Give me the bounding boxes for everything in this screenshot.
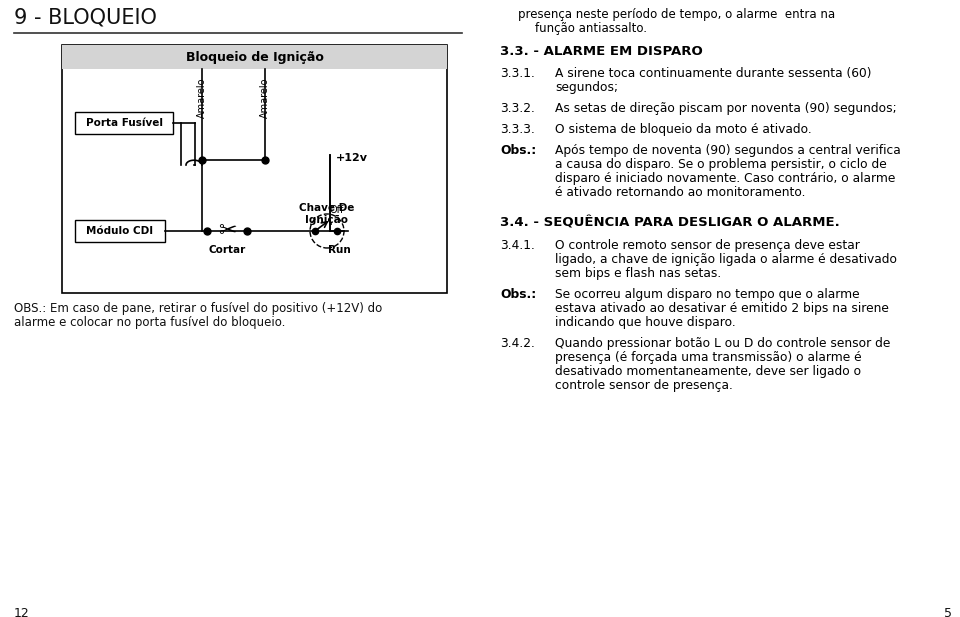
Text: presença (é forçada uma transmissão) o alarme é: presença (é forçada uma transmissão) o a… <box>555 351 862 364</box>
Text: função antiassalto.: função antiassalto. <box>535 22 647 35</box>
Text: Off: Off <box>330 205 345 215</box>
Bar <box>75 220 165 242</box>
Text: A sirene toca continuamente durante sessenta (60): A sirene toca continuamente durante sess… <box>555 67 872 80</box>
Text: Quando pressionar botão L ou D do controle sensor de: Quando pressionar botão L ou D do contro… <box>555 337 890 350</box>
Text: O controle remoto sensor de presença deve estar: O controle remoto sensor de presença dev… <box>555 239 860 252</box>
Text: disparo é iniciado novamente. Caso contrário, o alarme: disparo é iniciado novamente. Caso contr… <box>555 172 896 185</box>
Text: sem bips e flash nas setas.: sem bips e flash nas setas. <box>555 267 721 280</box>
Text: presença neste período de tempo, o alarme  entra na: presença neste período de tempo, o alarm… <box>518 8 835 21</box>
Text: Run: Run <box>327 245 350 255</box>
Text: 3.4.1.: 3.4.1. <box>500 239 535 252</box>
Text: Após tempo de noventa (90) segundos a central verifica: Após tempo de noventa (90) segundos a ce… <box>555 144 900 157</box>
Text: 5: 5 <box>944 607 952 617</box>
Text: Se ocorreu algum disparo no tempo que o alarme: Se ocorreu algum disparo no tempo que o … <box>555 288 859 301</box>
Bar <box>62 45 447 293</box>
Text: Módulo CDI: Módulo CDI <box>86 226 154 236</box>
Text: O sistema de bloqueio da moto é ativado.: O sistema de bloqueio da moto é ativado. <box>555 123 812 136</box>
Text: estava ativado ao desativar é emitido 2 bips na sirene: estava ativado ao desativar é emitido 2 … <box>555 302 889 315</box>
Text: ✂: ✂ <box>218 221 236 241</box>
Text: Bloqueio de Ignição: Bloqueio de Ignição <box>185 51 324 64</box>
Text: OBS.: Em caso de pane, retirar o fusível do positivo (+12V) do: OBS.: Em caso de pane, retirar o fusível… <box>14 302 382 315</box>
Text: ligado, a chave de ignição ligada o alarme é desativado: ligado, a chave de ignição ligada o alar… <box>555 253 897 266</box>
Text: Porta Fusível: Porta Fusível <box>85 118 162 128</box>
Text: desativado momentaneamente, deve ser ligado o: desativado momentaneamente, deve ser lig… <box>555 365 861 378</box>
Text: 3.3. - ALARME EM DISPARO: 3.3. - ALARME EM DISPARO <box>500 45 703 58</box>
Text: As setas de direção piscam por noventa (90) segundos;: As setas de direção piscam por noventa (… <box>555 102 897 115</box>
Text: 3.3.2.: 3.3.2. <box>500 102 535 115</box>
Text: Chave De
Ignição: Chave De Ignição <box>300 203 354 225</box>
Text: 3.3.1.: 3.3.1. <box>500 67 535 80</box>
Text: +12v: +12v <box>336 153 368 163</box>
Bar <box>75 112 173 134</box>
Text: Obs.:: Obs.: <box>500 144 537 157</box>
Text: 3.4. - SEQUÊNCIA PARA DESLIGAR O ALARME.: 3.4. - SEQUÊNCIA PARA DESLIGAR O ALARME. <box>500 217 840 230</box>
Text: Amarelo: Amarelo <box>260 78 270 118</box>
Text: Amarelo: Amarelo <box>197 78 207 118</box>
Text: é ativado retornando ao monitoramento.: é ativado retornando ao monitoramento. <box>555 186 805 199</box>
Text: 12: 12 <box>14 607 30 617</box>
Text: a causa do disparo. Se o problema persistir, o ciclo de: a causa do disparo. Se o problema persis… <box>555 158 887 171</box>
Text: Obs.:: Obs.: <box>500 288 537 301</box>
Text: Cortar: Cortar <box>208 245 246 255</box>
Text: 9 - BLOQUEIO: 9 - BLOQUEIO <box>14 8 156 28</box>
Text: controle sensor de presença.: controle sensor de presença. <box>555 379 732 392</box>
Text: 3.3.3.: 3.3.3. <box>500 123 535 136</box>
Text: alarme e colocar no porta fusível do bloqueio.: alarme e colocar no porta fusível do blo… <box>14 316 285 329</box>
Text: indicando que houve disparo.: indicando que houve disparo. <box>555 316 735 329</box>
Bar <box>62 45 447 69</box>
Text: segundos;: segundos; <box>555 81 618 94</box>
Text: 3.4.2.: 3.4.2. <box>500 337 535 350</box>
